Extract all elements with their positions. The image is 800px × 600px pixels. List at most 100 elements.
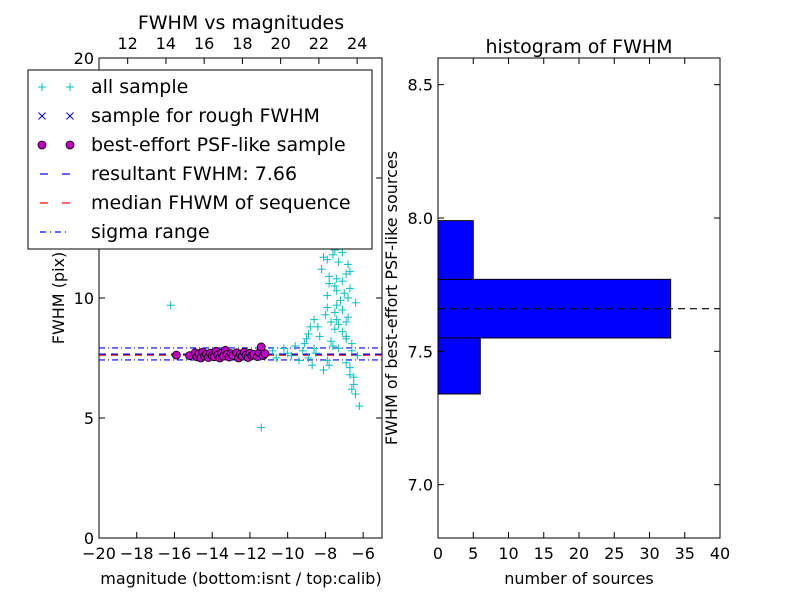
all-sample-point (319, 366, 328, 374)
scatter-top-tick-label: 24 (347, 34, 367, 53)
scatter-top-tick-label: 22 (309, 34, 329, 53)
scatter-top-tick-label: 20 (270, 34, 290, 53)
all-sample-point (166, 301, 175, 310)
all-sample-point (332, 274, 341, 283)
all-sample-point (330, 308, 339, 317)
scatter-x-tick-label: −12 (233, 544, 267, 563)
histogram-x-tick-label: 40 (710, 544, 730, 563)
all-sample-point (311, 349, 320, 358)
all-sample-point (313, 322, 322, 331)
scatter-y-tick-label: 10 (74, 289, 94, 308)
all-sample-point (272, 354, 281, 362)
legend-circle-a (37, 140, 47, 150)
histogram-bar (437, 337, 481, 395)
histogram-x-tick-label: 10 (498, 544, 518, 563)
legend-all-sample-label: all sample (91, 76, 188, 98)
all-sample-point (344, 313, 353, 322)
all-sample-point (279, 344, 288, 353)
all-sample-point (349, 380, 358, 389)
histogram-y-tick-label: 7.5 (408, 342, 433, 361)
scatter-title: FWHM vs magnitudes (138, 12, 344, 34)
histogram-x-tick-label: 20 (569, 544, 589, 563)
all-sample-point (334, 320, 343, 329)
all-sample-point (298, 346, 307, 355)
legend-resultant-fwhm-label: resultant FWHM: 7.66 (91, 163, 297, 185)
scatter-y-tick-label: 20 (74, 49, 94, 68)
all-sample-point (321, 310, 330, 319)
all-sample-point (323, 291, 332, 300)
all-sample-point (310, 344, 319, 353)
all-sample-point (304, 330, 313, 338)
histogram-x-tick-label: 35 (675, 544, 695, 563)
scatter-x-tick-label: −6 (351, 544, 375, 563)
all-sample-point (327, 318, 336, 326)
legend-cross-a (38, 112, 46, 120)
scatter-x-tick-label: −14 (195, 544, 229, 563)
scatter-top-tick-label: 18 (232, 34, 252, 53)
all-sample-point (345, 363, 354, 372)
all-sample-point (338, 327, 347, 336)
scatter-x-tick-label: −16 (158, 544, 192, 563)
scatter-panel: FWHM vs magnitudes −20 −18 −16 −14 −12 −10 −8−… (27, 12, 383, 588)
legend-cross-b (66, 112, 74, 120)
legend-sigma-range-label: sigma range (91, 221, 210, 243)
all-sample-point (342, 318, 351, 326)
all-sample-point (325, 279, 334, 288)
scatter-top-tick-label: 16 (194, 34, 214, 53)
histogram-x-tick-label: 0 (433, 544, 443, 563)
legend-best-sample-marker (37, 140, 75, 150)
scatter-x-tick-label: −18 (120, 544, 154, 563)
all-sample-point (328, 250, 337, 259)
legend-circle-b (65, 140, 75, 150)
histogram-x-tick-label: 15 (534, 544, 554, 563)
all-sample-point (268, 346, 277, 355)
scatter-y-tick-label: 0 (84, 529, 94, 548)
histogram-title: histogram of FWHM (485, 36, 672, 58)
all-sample-point (347, 339, 356, 348)
scatter-y-axis-label: FWHM (pix) (49, 252, 68, 345)
all-sample-point (328, 342, 337, 350)
histogram-x-axis-label: number of sources (504, 569, 654, 588)
histogram-y-tick-label: 7.0 (408, 476, 433, 495)
best-sample-point (171, 350, 181, 360)
histogram-marks (437, 220, 720, 395)
scatter-y-tick-label: 5 (84, 409, 94, 428)
legend-rough-sample-marker (38, 112, 74, 120)
all-sample-point (306, 322, 315, 331)
all-sample-point (345, 267, 354, 276)
all-sample-point (355, 402, 364, 410)
all-sample-point (338, 248, 347, 257)
histogram-x-tick-label: 30 (639, 544, 659, 563)
all-sample-point (294, 356, 303, 365)
all-sample-point (323, 356, 332, 365)
all-sample-point (332, 286, 341, 295)
scatter-top-tick-label: 14 (156, 34, 176, 53)
all-sample-point (349, 373, 358, 382)
all-sample-point (336, 296, 345, 305)
all-sample-point (325, 361, 334, 370)
all-sample-point (345, 284, 354, 293)
scatter-x-tick-label: −10 (271, 544, 305, 563)
all-sample-point (344, 260, 353, 269)
all-sample-point (340, 289, 349, 298)
all-sample-point (332, 301, 341, 310)
all-sample-point (287, 351, 296, 360)
all-sample-point (347, 346, 356, 355)
legend-cross-b-b (66, 112, 74, 120)
histogram-y-tick-label: 8.5 (408, 76, 433, 95)
all-sample-point (351, 390, 360, 398)
all-sample-point (351, 298, 360, 307)
legend-cross-a-b (38, 112, 46, 120)
all-sample-point (291, 342, 300, 350)
histogram-y-axis-label: FWHM of best-effort PSF-like sources (382, 151, 401, 445)
all-sample-point (317, 265, 326, 274)
best-sample-point (256, 342, 266, 352)
all-sample-point (323, 255, 332, 264)
legend-plus-b (66, 83, 74, 91)
all-sample-point (308, 361, 317, 370)
all-sample-point (353, 351, 362, 360)
all-sample-point (257, 423, 266, 432)
scatter-x-axis-label: magnitude (bottom:isnt / top:calib) (100, 569, 381, 588)
all-sample-point (330, 282, 339, 290)
